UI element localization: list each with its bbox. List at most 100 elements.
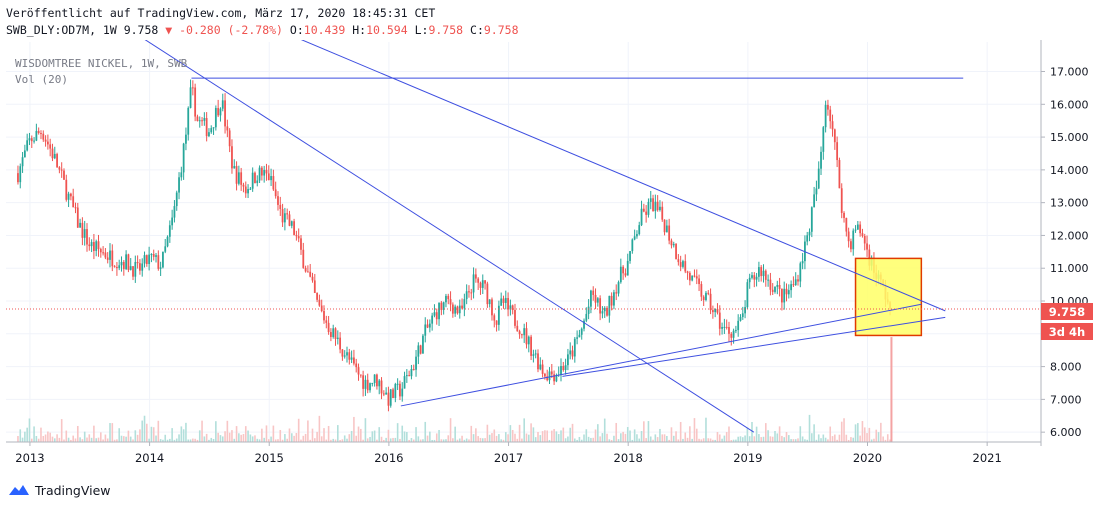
candle-body [19,166,22,183]
candle-body [737,320,740,331]
candle-body [120,261,123,266]
volume-bar [438,429,440,442]
candle-body [143,255,146,264]
volume-bar [686,437,689,442]
candle-body [376,374,378,387]
volume-bar [86,437,88,442]
volume-bar [70,439,72,442]
candle-body [863,236,866,244]
volume-bar [175,438,178,442]
high-label: H: [352,23,367,37]
candle-body [405,375,408,377]
volume-bar [638,438,641,442]
volume-bar [578,436,581,442]
candle-body [785,288,788,295]
candle-body [208,132,210,137]
volume-bar [440,439,443,442]
candle-body [594,294,597,303]
volume-bar [346,438,348,442]
volume-bar [654,434,657,442]
volume-bar [83,431,86,442]
candle-body [440,302,443,310]
volume-bar [546,430,549,442]
candle-body [33,140,35,142]
x-tick-label: 2014 [135,451,164,465]
volume-bar [141,420,144,442]
volume-bar [235,426,238,442]
candle-body [509,305,512,310]
candle-body [132,266,134,277]
candle-body [543,373,546,377]
candle-body [152,254,155,257]
candle-body [702,296,705,301]
volume-bar [267,439,270,442]
candle-body [60,169,63,171]
volume-bar [247,430,249,442]
candle-body [431,315,434,324]
candle-body [364,379,367,389]
price-axis[interactable]: 6.0007.0008.0009.00010.00011.00012.00013… [1041,66,1089,440]
candle-body [332,328,335,337]
volume-bar [511,430,514,442]
close-value: 9.758 [483,23,519,37]
volume-bar [389,438,392,442]
volume-bar [735,439,737,442]
volume-bar [465,438,468,442]
volume-bar [343,435,346,442]
candle-body [362,375,365,389]
volume-bar [507,434,509,442]
volume-bar [640,431,643,442]
close-label: C: [470,23,484,37]
candle-body [822,127,825,152]
volume-bar [309,439,311,442]
volume-bar [461,435,463,442]
candle-body [578,334,581,338]
candle-body [194,87,197,117]
candle-body [562,366,565,371]
candle-body [624,273,627,276]
volume-bar [81,439,84,442]
volume-bar [431,439,433,442]
candle-body [304,267,307,272]
volume-bar [364,418,367,442]
time-axis[interactable]: 2013 2014 2015 2016 2017 2018 2019 2020 2021 [15,442,1002,465]
candle-body [295,234,298,237]
volume-bar [24,431,26,442]
volume-bar [355,435,358,442]
volume-bar [463,439,466,442]
candle-body [833,129,836,143]
volume-bar [412,439,415,442]
volume-bar [863,427,866,442]
candle-body [26,140,29,151]
candle-body [297,236,300,239]
candle-body [357,367,360,375]
volume-bar [521,438,523,442]
volume-bar [741,437,744,442]
x-tick-label: 2020 [853,451,882,465]
volume-bar [666,435,668,442]
volume-bar [166,439,169,442]
volume-bar [118,428,121,442]
candle-body [359,374,362,376]
candle-body [336,337,339,339]
candle-body [603,307,606,312]
candle-body [730,333,733,338]
candle-body [514,309,516,326]
volume-bar [350,430,353,442]
candle-body [428,323,431,328]
candle-body [675,243,677,260]
candle-body [808,231,811,236]
candle-body [318,299,321,306]
volume-bar [224,431,226,442]
candle-body [820,151,822,169]
price-chart[interactable]: 6.0007.0008.0009.00010.00011.00012.00013… [0,40,1100,473]
candle-body [330,332,332,337]
volume-bar [495,435,498,442]
candle-body [139,263,141,271]
volume-bar [850,437,852,442]
volume-bar [385,437,387,442]
volume-bar [60,419,63,442]
volume-bar [709,438,712,442]
candle-body [339,337,342,350]
candle-body [424,324,427,336]
